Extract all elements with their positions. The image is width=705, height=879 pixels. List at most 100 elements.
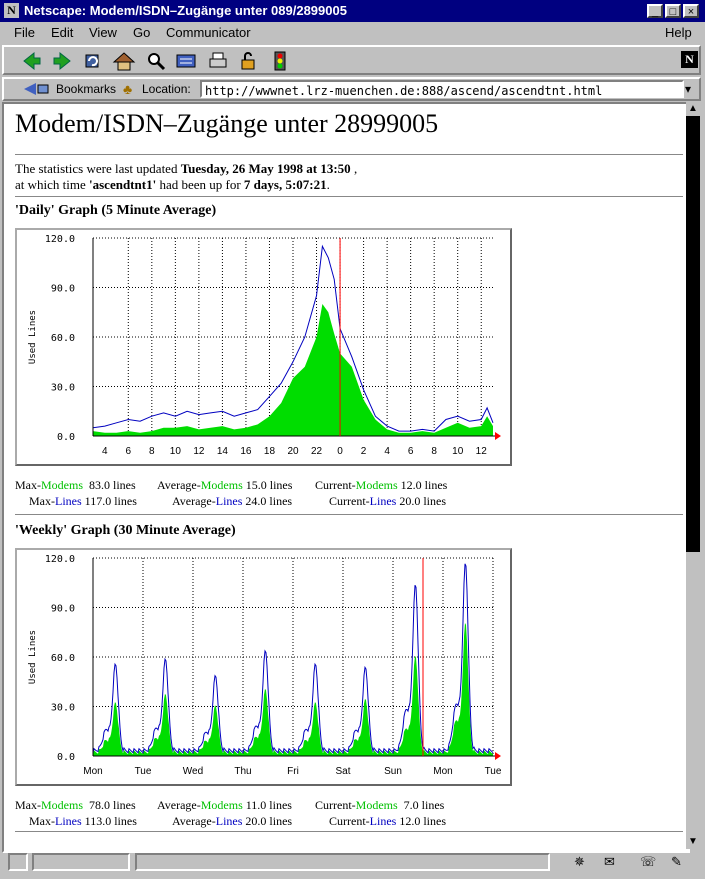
stop-icon[interactable] — [266, 49, 294, 73]
forward-icon[interactable] — [48, 49, 76, 73]
x-tick-label: Mon — [433, 766, 452, 777]
y-tick-label: 120.0 — [45, 234, 75, 245]
menu-edit[interactable]: Edit — [51, 25, 74, 40]
x-tick-label: 16 — [240, 446, 252, 457]
menu-file[interactable]: File — [14, 25, 35, 40]
y-tick-label: 60.0 — [51, 333, 75, 344]
x-tick-label: 12 — [476, 446, 488, 457]
home-icon[interactable] — [110, 49, 138, 73]
page-viewport: Modem/ISDN–Zugänge unter 28999005 The st… — [2, 102, 690, 853]
mail-icon[interactable]: ✉ — [604, 854, 615, 869]
window-title: Netscape: Modem/ISDN–Zugänge unter 089/2… — [24, 3, 347, 18]
menu-view[interactable]: View — [89, 25, 117, 40]
daily-graph: 0.0 30.0 60.0 90.0 120.0 4 6 8 10 12 14 16 18 20 22 0 2 4… — [15, 228, 512, 466]
bookmarks-icon[interactable] — [22, 81, 52, 97]
weekly-chart-svg: 0.0 30.0 60.0 90.0 120.0 Mon Tue Wed Thu Fri Sat Su… — [17, 550, 510, 780]
title-bar: N Netscape: Modem/ISDN–Zugänge unter 089… — [0, 0, 705, 22]
guide-icon[interactable] — [172, 49, 200, 73]
status-bar: ✵ ✉ ☏ ✎ — [0, 850, 705, 879]
security-status-icon[interactable] — [8, 853, 28, 871]
navigation-toolbar: N — [2, 45, 701, 75]
scroll-up-icon[interactable]: ▲ — [688, 103, 698, 114]
x-tick-label: 12 — [193, 446, 205, 457]
discussions-icon[interactable]: ☏ — [640, 854, 657, 869]
legend-cur-modems: Current-Modems 12.0 lines — [315, 478, 448, 492]
menu-communicator[interactable]: Communicator — [166, 25, 251, 40]
vertical-scrollbar[interactable]: ▲ ▼ — [686, 102, 700, 849]
close-button[interactable]: × — [683, 4, 699, 18]
daily-graph-heading: 'Daily' Graph (5 Minute Average) — [15, 203, 217, 218]
legend-avg-modems: Average-Modems 15.0 lines — [157, 478, 293, 492]
x-tick-label: Wed — [183, 766, 203, 777]
url-dropdown-icon[interactable]: ▾ — [685, 82, 692, 96]
stats-text: The statistics were last updated Tuesday… — [15, 161, 683, 193]
menu-help[interactable]: Help — [665, 25, 692, 40]
y-axis-label: Used Lines — [28, 630, 38, 684]
y-tick-label: 90.0 — [51, 604, 75, 615]
legend-cur-lines: Current-Lines 12.0 lines — [329, 814, 446, 828]
y-tick-label: 90.0 — [51, 284, 75, 295]
reload-icon[interactable] — [78, 49, 106, 73]
x-tick-label: Tue — [485, 766, 502, 777]
status-text-field — [135, 853, 550, 871]
x-tick-label: 6 — [408, 446, 414, 457]
x-tick-label: Mon — [83, 766, 102, 777]
scroll-down-icon[interactable]: ▼ — [688, 836, 698, 847]
x-tick-label: Sun — [384, 766, 402, 777]
legend-avg-modems: Average-Modems 11.0 lines — [157, 798, 292, 812]
x-tick-label: Sat — [335, 766, 350, 777]
page-title: Modem/ISDN–Zugänge unter 28999005 — [15, 109, 439, 138]
daily-chart-svg: 0.0 30.0 60.0 90.0 120.0 4 6 8 10 12 14 16 18 20 22 0 2 4… — [17, 230, 510, 460]
legend-avg-lines: Average-Lines 20.0 lines — [172, 814, 293, 828]
legend-max-modems: Max-Modems 83.0 lines — [15, 478, 136, 492]
scrollbar-thumb[interactable] — [686, 116, 700, 552]
x-tick-label: 4 — [384, 446, 390, 457]
y-tick-label: 60.0 — [51, 653, 75, 664]
y-tick-label: 30.0 — [51, 383, 75, 394]
x-tick-label: 8 — [431, 446, 437, 457]
netscape-throbber-icon: N — [681, 51, 698, 68]
x-tick-label: 8 — [149, 446, 155, 457]
x-tick-label: Fri — [287, 766, 299, 777]
url-input[interactable]: http://wwwnet.lrz-muenchen.de:888/ascend… — [200, 80, 684, 98]
divider — [15, 196, 683, 197]
stats-host: 'ascendtnt1' — [89, 177, 157, 192]
maximize-button[interactable]: □ — [665, 4, 681, 18]
legend-cur-modems: Current-Modems 7.0 lines — [315, 798, 445, 812]
series-modems-area — [93, 623, 493, 756]
security-lock-icon[interactable] — [234, 49, 262, 73]
page-proxy-icon[interactable]: ♣ — [123, 81, 133, 97]
x-axis-arrow — [495, 752, 501, 760]
x-tick-label: 4 — [102, 446, 108, 457]
x-tick-label: 0 — [337, 446, 343, 457]
page-content: Modem/ISDN–Zugänge unter 28999005 The st… — [15, 104, 683, 832]
series-modems-area — [93, 304, 493, 436]
x-axis-arrow — [495, 432, 501, 440]
progress-field — [32, 853, 130, 871]
stats-line2-mid: had been up for — [156, 177, 244, 192]
x-tick-label: Thu — [234, 766, 251, 777]
y-tick-label: 0.0 — [57, 432, 75, 443]
x-tick-label: 10 — [452, 446, 464, 457]
stats-date: Tuesday, 26 May 1998 at 13:50 — [180, 161, 351, 176]
divider — [15, 514, 683, 515]
stats-uptime: 7 days, 5:07:21 — [243, 177, 327, 192]
back-icon[interactable] — [18, 49, 46, 73]
search-icon[interactable] — [142, 49, 170, 73]
legend-max-lines: Max-Lines 117.0 lines — [29, 494, 137, 508]
menu-bar: File Edit View Go Communicator Help — [0, 22, 705, 44]
y-tick-label: 30.0 — [51, 703, 75, 714]
composer-icon[interactable]: ✎ — [671, 854, 682, 869]
x-tick-label: Tue — [135, 766, 152, 777]
weekly-graph: 0.0 30.0 60.0 90.0 120.0 Mon Tue Wed Thu Fri Sat Su… — [15, 548, 512, 786]
x-tick-label: 6 — [126, 446, 132, 457]
print-icon[interactable] — [204, 49, 232, 73]
legend-cur-lines: Current-Lines 20.0 lines — [329, 494, 446, 508]
x-tick-label: 22 — [311, 446, 323, 457]
legend-avg-lines: Average-Lines 24.0 lines — [172, 494, 293, 508]
x-tick-label: 14 — [217, 446, 229, 457]
navigator-icon[interactable]: ✵ — [574, 854, 585, 869]
bookmarks-button[interactable]: Bookmarks — [56, 82, 117, 96]
minimize-button[interactable]: _ — [647, 4, 663, 18]
menu-go[interactable]: Go — [133, 25, 151, 40]
